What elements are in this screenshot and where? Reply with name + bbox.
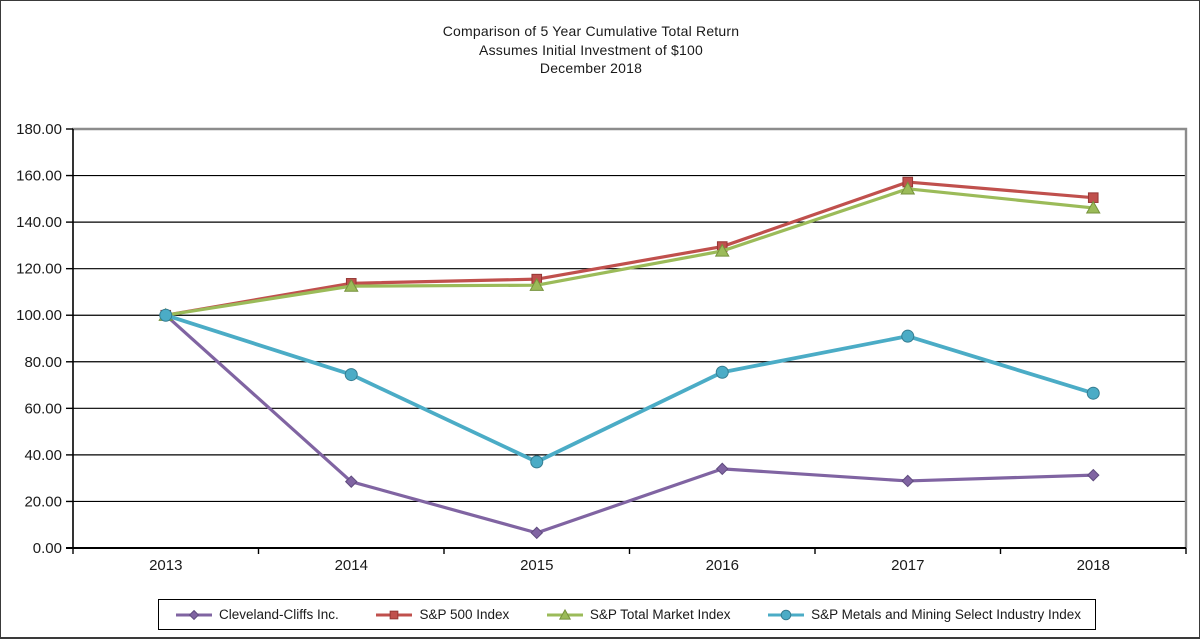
legend-label: S&P Metals and Mining Select Industry In… [811,607,1081,622]
marker-circle [159,308,173,322]
marker-diamond [530,526,544,540]
legend-entry: S&P 500 Index [375,607,509,622]
legend-entry: Cleveland-Cliffs Inc. [175,607,339,622]
legend-label: S&P 500 Index [419,607,510,622]
marker-triangle [529,277,545,291]
marker-triangle [343,278,359,292]
legend-swatch-circle [767,608,805,622]
x-tick-label: 2013 [149,557,182,574]
marker-triangle [558,608,571,620]
y-tick-label: 100.00 [16,307,62,324]
y-tick-label: 140.00 [16,214,62,231]
marker-diamond [188,609,200,620]
y-tick-label: 120.00 [16,261,62,278]
x-tick-label: 2018 [1077,557,1110,574]
marker-diamond [1086,468,1100,482]
series-line [164,313,1095,535]
marker-triangle [1085,200,1101,214]
legend: Cleveland-Cliffs Inc. S&P 500 Index S&P To… [158,599,1096,630]
plot-border [72,127,1188,548]
x-tick-label: 2015 [520,557,553,574]
marker-diamond [715,462,729,476]
marker-square [390,610,399,619]
marker-circle [530,455,544,469]
y-tick-label: 40.00 [24,447,62,464]
x-tick-label: 2016 [706,557,739,574]
marker-circle [715,365,729,379]
marker-diamond [344,475,358,488]
x-tick-label: 2017 [891,557,924,574]
marker-circle [780,609,792,620]
legend-label: Cleveland-Cliffs Inc. [219,607,339,622]
x-tick-label: 2014 [335,557,368,574]
marker-circle [1086,386,1100,400]
chart-title-line-1: Comparison of 5 Year Cumulative Total Re… [442,23,740,39]
legend-swatch-square [375,608,413,622]
legend-swatch-diamond [175,608,213,622]
chart-title-line-3: December 2018 [539,60,643,76]
y-tick-label: 160.00 [16,168,62,185]
plot-area: 0.00 20.00 40.00 60.00 80.00 100.00 120.00 140.… [16,121,1188,574]
y-tick-label: 60.00 [24,400,62,417]
marker-triangle [714,243,730,257]
chart-title-line-2: Assumes Initial Investment of $100 [479,41,703,58]
marker-circle [901,329,915,343]
series-line [163,313,1096,464]
y-tick-label: 20.00 [24,493,62,510]
marker-diamond [901,474,915,488]
y-tick-label: 180.00 [16,121,62,138]
series-line [164,180,1095,317]
y-tick-label: 0.00 [33,540,62,557]
marker-triangle [900,181,916,195]
legend-entry: S&P Metals and Mining Select Industry In… [767,607,1081,622]
series-line [164,187,1095,317]
legend-label: S&P Total Market Index [589,607,731,622]
y-tick-label: 80.00 [24,354,62,371]
chart-title: Comparison of 5 Year Cumulative Total Re… [1,22,1181,78]
marker-circle [344,368,358,382]
legend-entry: S&P Total Market Index [546,607,731,622]
legend-swatch-triangle [546,608,584,622]
